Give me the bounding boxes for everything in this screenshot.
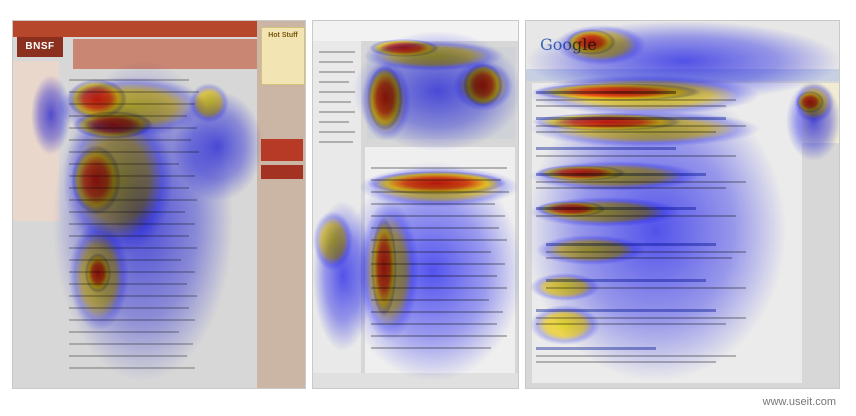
nav-line xyxy=(319,71,355,73)
heat-spot xyxy=(566,29,616,55)
nav-line xyxy=(319,131,355,133)
nav-line xyxy=(319,101,351,103)
heat-spot xyxy=(463,63,503,107)
heat-spot xyxy=(371,217,397,317)
heat-spot xyxy=(532,83,702,101)
heatmap-overlay xyxy=(313,21,518,388)
promo-red-box-2 xyxy=(261,165,303,179)
nav-line xyxy=(319,81,349,83)
promo-title: Hot Stuff xyxy=(268,32,298,39)
heat-spot xyxy=(369,39,439,57)
heat-spot xyxy=(530,273,600,301)
site-logo: BNSF xyxy=(17,37,63,57)
heatmap-product-page xyxy=(312,20,519,389)
heat-spot xyxy=(536,201,606,217)
source-attribution[interactable]: www.useit.com xyxy=(762,396,836,408)
heat-spot xyxy=(532,113,682,131)
heat-spot xyxy=(530,305,600,345)
heat-spot xyxy=(71,145,121,215)
heatmap-search-results: Google xyxy=(525,20,840,389)
heat-spot xyxy=(796,91,824,113)
heat-spot xyxy=(536,235,646,265)
heat-spot xyxy=(367,65,403,131)
promo-box: Hot Stuff xyxy=(261,27,305,85)
heat-spot xyxy=(85,253,111,293)
page-footer xyxy=(313,373,518,388)
heat-spot xyxy=(73,111,153,139)
nav-line xyxy=(319,51,355,53)
nav-line xyxy=(319,121,349,123)
heatmap-corporate-site: BNSF Hot Stuff xyxy=(12,20,306,389)
nav-line xyxy=(319,141,353,143)
promo-red-box xyxy=(261,139,303,161)
heat-spot xyxy=(536,165,626,181)
nav-line xyxy=(319,111,355,113)
nav-line xyxy=(319,91,355,93)
heatmap-overlay xyxy=(13,21,305,388)
top-nav-bar xyxy=(13,21,257,37)
nav-line xyxy=(319,61,353,63)
heat-spot xyxy=(367,171,507,195)
heat-spot xyxy=(313,211,353,271)
header-banner xyxy=(73,39,259,69)
heat-spot xyxy=(189,83,229,123)
heatmap-overlay xyxy=(526,21,839,388)
